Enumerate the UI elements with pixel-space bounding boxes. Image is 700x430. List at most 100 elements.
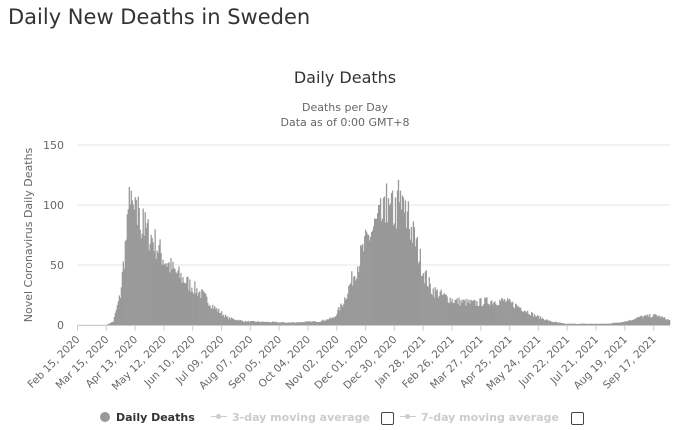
daily-deaths-bar [640,315,642,325]
daily-deaths-bar [307,321,309,325]
daily-deaths-bar [363,251,365,325]
daily-deaths-bar [322,319,324,325]
daily-deaths-bar [662,317,664,325]
daily-deaths-bar [529,315,532,325]
daily-deaths-bar [429,283,431,325]
daily-deaths-bar [507,297,509,325]
daily-deaths-bar [210,307,212,325]
daily-deaths-bar [108,323,111,325]
daily-deaths-bar [334,316,336,325]
daily-deaths-bar [448,303,450,325]
daily-deaths-bar [278,322,280,325]
daily-deaths-bar [224,317,226,325]
daily-deaths-bar [532,316,535,325]
daily-deaths-bar [667,318,669,325]
daily-deaths-bar [605,323,607,325]
daily-deaths-bar [409,239,412,325]
daily-deaths-bar [389,203,392,325]
daily-deaths-bar [656,315,658,325]
daily-deaths-bar [657,316,659,325]
daily-deaths-bar [117,301,120,325]
daily-deaths-bar [173,268,175,325]
daily-deaths-bar [269,322,271,325]
daily-deaths-bar [444,294,446,325]
daily-deaths-bar [340,303,342,325]
daily-deaths-bar [329,317,331,325]
daily-deaths-bar [275,321,277,325]
daily-deaths-bar [288,322,290,325]
daily-deaths-bar [350,283,352,325]
daily-deaths-bar [569,323,571,325]
legend-item-3-day-average[interactable]: 3-day moving average [211,408,370,426]
daily-deaths-bar [479,298,481,325]
daily-deaths-bar [370,236,372,325]
daily-deaths-bar [598,323,600,325]
daily-deaths-bar [380,221,383,325]
daily-deaths-bar [215,308,217,325]
daily-deaths-bar [341,304,343,325]
daily-deaths-bar [126,214,128,325]
daily-deaths-bar [575,324,577,325]
daily-deaths-bar [113,316,116,325]
daily-deaths-bar [643,316,645,325]
daily-deaths-bar [134,197,136,325]
daily-deaths-bar [646,315,648,325]
daily-deaths-bar [559,322,562,325]
daily-deaths-bar [619,322,621,325]
daily-deaths-bar [195,293,197,325]
daily-deaths-bar [644,315,646,325]
daily-deaths-bar [147,219,149,325]
daily-deaths-bar [196,288,198,325]
daily-deaths-bar [270,322,272,325]
daily-deaths-bar [485,298,487,325]
checkbox-3-day-average[interactable] [381,412,394,425]
daily-deaths-bar [617,322,619,325]
daily-deaths-bar [539,316,542,325]
daily-deaths-bar [119,298,122,325]
legend-item-daily-deaths[interactable]: Daily Deaths [100,408,195,426]
daily-deaths-bar [355,280,357,325]
daily-deaths-bar [548,320,551,325]
daily-deaths-bar [260,321,263,325]
daily-deaths-bar [111,321,114,325]
daily-deaths-bar [593,323,595,325]
daily-deaths-bar [527,313,530,325]
daily-deaths-bar [610,323,612,325]
daily-deaths-bar [208,306,210,325]
daily-deaths-bar [227,319,230,325]
daily-deaths-bar [554,321,557,325]
daily-deaths-bar [112,321,115,325]
daily-deaths-bar [612,322,614,325]
daily-deaths-bar [233,319,236,325]
daily-deaths-bar [198,292,200,325]
daily-deaths-bar [576,323,578,325]
daily-deaths-bar [303,322,305,325]
daily-deaths-bar [462,299,464,325]
daily-deaths-bar [124,241,126,325]
daily-deaths-bar [464,299,466,325]
legend-item-7-day-average[interactable]: 7-day moving average [400,408,559,426]
daily-deaths-bar [501,298,503,325]
daily-deaths-bar [390,193,393,325]
daily-deaths-bar [357,266,359,325]
daily-deaths-bar [202,290,204,325]
daily-deaths-bar [191,287,193,325]
daily-deaths-bar [225,316,228,325]
daily-deaths-bar [265,321,268,325]
daily-deaths-bar [597,323,599,325]
daily-deaths-bar [326,319,328,325]
daily-deaths-bar [585,323,587,325]
daily-deaths-bar [237,321,240,325]
daily-deaths-bar [419,248,421,325]
daily-deaths-bar [649,314,651,325]
daily-deaths-bar [632,319,634,325]
daily-deaths-bar [591,323,593,325]
daily-deaths-bar [520,307,522,325]
daily-deaths-bar [461,302,463,325]
daily-deaths-bar [410,226,413,325]
checkbox-7-day-average[interactable] [571,412,584,425]
daily-deaths-bar [553,322,556,325]
daily-deaths-bar [454,299,456,325]
daily-deaths-bar [579,323,581,325]
